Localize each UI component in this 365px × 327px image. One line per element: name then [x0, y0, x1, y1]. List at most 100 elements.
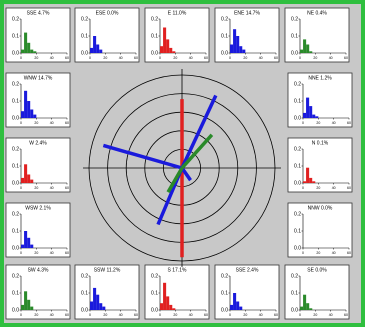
histogram-panel: WNW 14.7% 0.0 0.1 0.2 0 20 40 60 [5, 72, 71, 128]
histogram-bar [24, 90, 28, 118]
y-tick-label: 0.1 [151, 33, 158, 39]
x-tick-label: 40 [332, 121, 336, 125]
x-tick-label: 0 [89, 313, 91, 317]
histogram-bar [306, 167, 310, 183]
histogram-bar [24, 231, 28, 248]
x-tick-label: 0 [20, 313, 22, 317]
histogram-bar [303, 181, 307, 183]
histogram-panel: W 2.4% 0.0 0.1 0.2 0 20 40 60 [5, 137, 71, 193]
y-tick-label: 0.2 [151, 273, 158, 279]
panel-title: NNE 1.2% [308, 75, 332, 81]
x-tick-label: 20 [243, 56, 247, 60]
y-tick-label: 0.1 [291, 290, 298, 296]
histogram-bar [21, 49, 25, 53]
histogram-bar [166, 39, 170, 53]
x-tick-label: 40 [332, 251, 336, 255]
panel-title: ENE 14.7% [234, 10, 260, 16]
x-tick-label: 40 [50, 313, 54, 317]
x-tick-label: 0 [299, 313, 301, 317]
y-tick-label: 0.0 [12, 115, 19, 121]
x-tick-label: 40 [119, 56, 123, 60]
histogram-panel: ESE 0.0% 0.0 0.1 0.2 0 20 40 60 [74, 7, 140, 63]
y-tick-label: 0.1 [294, 98, 301, 104]
histogram-bar [239, 306, 243, 310]
x-tick-label: 0 [229, 56, 231, 60]
histogram-bar [30, 244, 34, 248]
x-tick-label: 20 [313, 56, 317, 60]
histogram-bar [160, 303, 164, 310]
y-tick-label: 0.2 [291, 273, 298, 279]
x-tick-label: 60 [65, 251, 69, 255]
histogram-panel: NNW 0.0% 0.0 0.1 0.2 0 20 40 60 [287, 202, 353, 258]
x-tick-label: 0 [159, 56, 161, 60]
histogram-bar [315, 116, 319, 118]
x-tick-label: 40 [50, 186, 54, 190]
histogram-bar [21, 304, 25, 310]
histogram-bar [96, 44, 100, 53]
histogram-bar [233, 293, 237, 310]
x-tick-label: 60 [274, 313, 278, 317]
histogram-bar [312, 181, 316, 183]
y-tick-label: 0.2 [221, 16, 228, 22]
histogram-bar [306, 44, 310, 53]
histogram-bar [163, 27, 167, 53]
x-tick-label: 20 [103, 56, 107, 60]
x-tick-label: 60 [347, 186, 351, 190]
histogram-bar [163, 282, 167, 310]
histogram-bar [303, 112, 307, 118]
histogram-bar [21, 244, 25, 248]
histogram-bar [169, 304, 173, 310]
y-tick-label: 0.1 [151, 290, 158, 296]
x-tick-label: 40 [329, 56, 333, 60]
y-tick-label: 0.1 [12, 98, 19, 104]
histogram-bar [233, 29, 237, 53]
y-tick-label: 0.0 [291, 307, 298, 313]
panel-title: S 17.1% [168, 267, 187, 273]
histogram-bar [312, 114, 316, 118]
y-tick-label: 0.2 [294, 146, 301, 152]
x-tick-label: 60 [204, 56, 208, 60]
x-tick-label: 40 [259, 313, 263, 317]
histogram-bar [236, 301, 240, 310]
y-tick-label: 0.1 [12, 163, 19, 169]
y-tick-label: 0.2 [12, 211, 19, 217]
y-tick-label: 0.2 [294, 81, 301, 87]
histogram-bar [172, 51, 176, 53]
y-tick-label: 0.2 [291, 16, 298, 22]
x-tick-label: 20 [173, 313, 177, 317]
histogram-bar [96, 294, 100, 310]
y-tick-label: 0.1 [221, 33, 228, 39]
histogram-bar [166, 296, 170, 310]
polar-ray [166, 167, 184, 194]
x-tick-label: 40 [50, 56, 54, 60]
histogram-bar [27, 42, 31, 53]
x-tick-label: 60 [347, 121, 351, 125]
y-tick-label: 0.2 [81, 273, 88, 279]
histogram-bar [303, 294, 307, 310]
y-tick-label: 0.2 [12, 146, 19, 152]
x-tick-label: 20 [316, 186, 320, 190]
x-tick-label: 60 [344, 56, 348, 60]
x-tick-label: 20 [34, 121, 38, 125]
histogram-bar [236, 36, 240, 53]
histogram-panel: N 0.1% 0.0 0.1 0.2 0 20 40 60 [287, 137, 353, 193]
polar-ring [88, 74, 276, 262]
histogram-panel: SW 4.3% 0.0 0.1 0.2 0 20 40 60 [5, 264, 71, 320]
y-tick-label: 0.2 [12, 16, 19, 22]
histogram-panel: SSW 11.2% 0.0 0.1 0.2 0 20 40 60 [74, 264, 140, 320]
x-tick-label: 60 [204, 313, 208, 317]
polar-ray [102, 143, 183, 170]
y-tick-label: 0.0 [221, 307, 228, 313]
panel-title: NNW 0.0% [308, 205, 333, 211]
histogram-bar [230, 44, 234, 53]
histogram-bar [169, 47, 173, 53]
histogram-bar [239, 46, 243, 53]
y-tick-label: 0.0 [294, 115, 301, 121]
y-tick-label: 0.1 [221, 290, 228, 296]
histogram-panel: SE 0.0% 0.0 0.1 0.2 0 20 40 60 [284, 264, 350, 320]
y-tick-label: 0.0 [12, 245, 19, 251]
x-tick-label: 20 [316, 121, 320, 125]
histogram-bar [172, 308, 176, 310]
y-tick-label: 0.1 [12, 228, 19, 234]
x-tick-label: 20 [313, 313, 317, 317]
